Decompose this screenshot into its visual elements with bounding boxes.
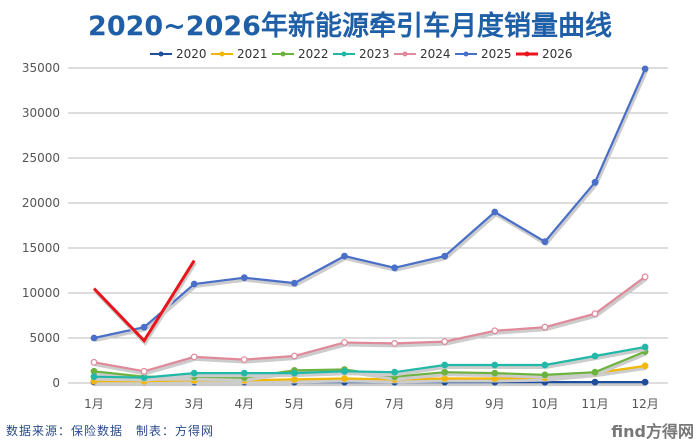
data-point-2023: [641, 343, 649, 351]
data-point-2025: [641, 65, 649, 73]
data-point-2021: [441, 375, 449, 382]
x-tick-label: 3月: [184, 397, 204, 411]
data-point-2025: [441, 252, 449, 260]
series-shadow-2024: [94, 277, 648, 376]
data-point-2025: [391, 264, 399, 272]
data-point-2025: [541, 238, 549, 246]
y-tick-label: 20000: [22, 196, 60, 210]
data-point-2022: [441, 368, 449, 376]
data-point-2023: [391, 368, 399, 376]
x-tick-label: 4月: [234, 397, 254, 411]
data-point-2020: [591, 378, 599, 386]
data-point-2024: [641, 273, 649, 281]
data-point-2024: [491, 327, 499, 335]
data-point-2023: [291, 369, 298, 377]
data-point-2024: [541, 323, 549, 331]
data-point-2024: [341, 339, 348, 346]
legend-label: 2022: [298, 47, 329, 61]
series-line-2024: [93, 275, 646, 373]
data-point-2022: [491, 369, 499, 377]
data-point-2024: [240, 356, 248, 364]
data-point-2025: [591, 178, 599, 186]
legend-marker: [463, 51, 469, 57]
legend-label: 2025: [481, 47, 512, 61]
data-point-2024: [140, 367, 148, 375]
data-point-2024: [90, 358, 98, 366]
data-point-2025: [291, 279, 298, 287]
y-tick-label: 15000: [22, 241, 60, 255]
data-point-2024: [391, 340, 399, 347]
x-tick-label: 10月: [531, 397, 558, 411]
data-point-2024: [441, 338, 449, 346]
legend-marker: [402, 51, 408, 57]
y-tick-label: 25000: [22, 151, 60, 165]
legend-marker: [524, 51, 530, 57]
data-point-2021: [341, 375, 348, 382]
x-tick-label: 6月: [335, 397, 355, 411]
data-point-2023: [491, 361, 499, 369]
legend-label: 2020: [176, 47, 207, 61]
legend-label: 2026: [542, 47, 573, 61]
x-tick-label: 5月: [285, 397, 305, 411]
data-point-2023: [441, 361, 449, 369]
legend-label: 2021: [237, 47, 268, 61]
source-note: 数据来源：保险数据 制表：方得网: [6, 424, 215, 438]
y-tick-label: 5000: [29, 331, 60, 345]
data-point-2025: [341, 252, 348, 260]
data-point-2025: [491, 208, 499, 216]
x-tick-label: 1月: [84, 397, 104, 411]
watermark: find方得网: [611, 422, 694, 441]
data-point-2020: [641, 378, 649, 386]
legend-marker: [341, 51, 347, 57]
y-tick-label: 10000: [22, 286, 60, 300]
data-point-2023: [140, 374, 148, 382]
series-shadow-2025: [94, 70, 648, 342]
series-shadow-2023: [94, 347, 647, 382]
data-point-2023: [190, 369, 198, 377]
data-point-2024: [591, 310, 599, 318]
data-point-2021: [641, 362, 649, 370]
series-line-2023: [93, 345, 646, 379]
x-tick-label: 12月: [631, 397, 658, 411]
x-tick-label: 7月: [385, 397, 405, 411]
chart-title: 2020~2026年新能源牵引车月度销量曲线: [88, 11, 612, 42]
data-point-2023: [541, 361, 549, 369]
series-shadow-2021: [95, 365, 647, 386]
data-point-2022: [591, 368, 599, 376]
y-tick-label: 35000: [22, 61, 60, 75]
data-point-2022: [541, 371, 549, 379]
data-point-2023: [341, 367, 348, 375]
data-point-2024: [291, 352, 298, 360]
data-point-2023: [90, 373, 98, 381]
x-tick-label: 8月: [435, 397, 455, 411]
y-tick-label: 30000: [22, 106, 60, 120]
legend-label: 2024: [420, 47, 451, 61]
legend-marker: [219, 51, 225, 57]
data-point-2025: [190, 280, 198, 288]
series-line-2026: [92, 259, 196, 344]
x-tick-label: 2月: [134, 397, 154, 411]
x-tick-label: 9月: [485, 397, 505, 411]
data-point-2021: [291, 376, 298, 383]
data-point-2022: [90, 367, 98, 375]
series-line-2025: [93, 68, 647, 340]
data-point-2025: [90, 334, 98, 342]
legend-label: 2023: [359, 47, 390, 61]
y-tick-label: 0: [52, 376, 60, 390]
x-tick-label: 11月: [581, 397, 608, 411]
legend-marker: [280, 51, 286, 57]
legend-marker: [158, 51, 164, 57]
data-point-2025: [140, 323, 148, 331]
data-point-2025: [240, 274, 248, 282]
data-point-2023: [240, 369, 248, 377]
data-point-2024: [190, 353, 198, 361]
data-point-2023: [591, 352, 599, 360]
